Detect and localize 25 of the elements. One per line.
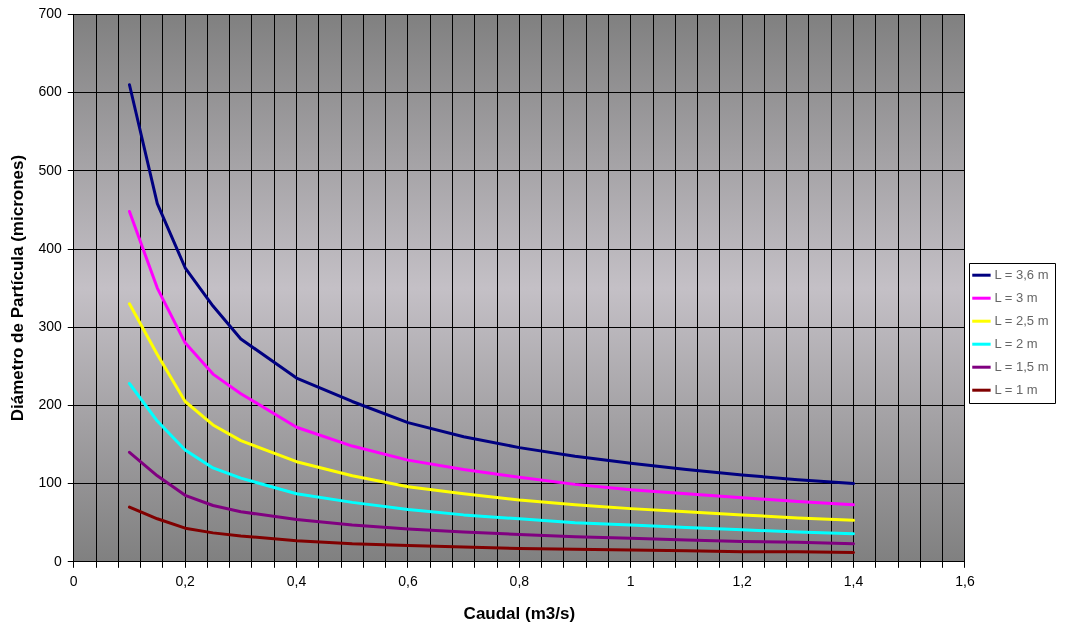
- legend-label: L = 3,6 m: [994, 266, 1049, 282]
- x-axis-title: Caudal (m3/s): [463, 604, 576, 624]
- x-tick-label: 1,6: [955, 573, 975, 590]
- x-tick-label: 0,8: [509, 573, 530, 590]
- legend-label: L = 1 m: [994, 381, 1038, 397]
- y-tick-label: 400: [38, 239, 62, 256]
- x-tick-label: 1,4: [843, 573, 864, 590]
- y-tick-label: 0: [53, 552, 62, 569]
- x-tick-label: 0,6: [398, 573, 418, 590]
- legend-label: L = 3 m: [994, 289, 1038, 305]
- x-tick-label: 0,2: [175, 573, 196, 590]
- y-tick-label: 500: [38, 161, 62, 178]
- y-tick-label: 100: [38, 474, 62, 491]
- legend-label: L = 1,5 m: [994, 358, 1049, 374]
- legend-label: L = 2 m: [994, 335, 1038, 351]
- y-tick-label: 300: [38, 318, 62, 335]
- x-tick-label: 0,4: [286, 573, 307, 590]
- y-tick-label: 200: [38, 396, 62, 413]
- x-tick-label: 1,2: [732, 573, 753, 590]
- y-tick-label: 600: [38, 83, 62, 100]
- legend-label: L = 2,5 m: [994, 312, 1049, 328]
- x-tick-label: 1: [626, 573, 635, 590]
- y-tick-label: 700: [38, 5, 62, 22]
- y-axis-title: Diámetro de Partícula (micrones): [7, 154, 27, 422]
- x-tick-label: 0: [69, 573, 78, 590]
